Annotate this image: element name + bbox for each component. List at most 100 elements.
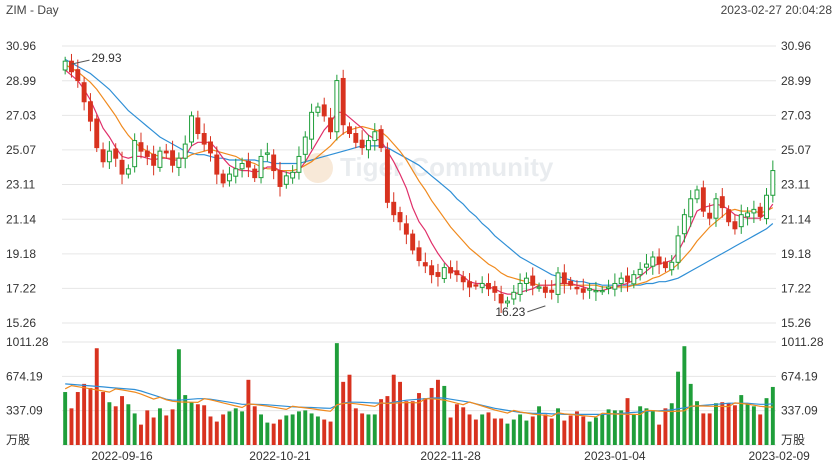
candle-body <box>220 173 226 184</box>
candle-body <box>157 150 163 168</box>
candle-body <box>195 117 201 135</box>
volume-bar <box>663 408 668 445</box>
volume-bar <box>543 414 548 445</box>
candle-body <box>106 150 112 163</box>
volume-bar <box>575 411 579 445</box>
candle-body <box>732 221 738 230</box>
volume-bar <box>587 421 592 445</box>
volume-bar <box>157 408 162 445</box>
volume-ma-line-2 <box>64 384 773 418</box>
volume-bar <box>467 414 472 445</box>
candle-body <box>62 60 68 71</box>
candle-body <box>770 170 776 196</box>
candle-body <box>536 286 542 289</box>
candle-body <box>511 291 517 300</box>
high-annotation: 29.93 <box>91 51 121 65</box>
volume-bar <box>669 403 674 445</box>
volume-bar <box>562 420 567 445</box>
price-tick-left: 17.22 <box>6 281 36 295</box>
candle-body <box>391 201 397 216</box>
candle-body <box>631 274 637 285</box>
candle-body <box>662 261 668 269</box>
candle-body <box>479 282 485 288</box>
volume-bar <box>290 414 295 445</box>
price-tick-left: 15.26 <box>6 316 36 330</box>
volume-bar <box>120 396 124 445</box>
volume-bar <box>480 414 485 445</box>
candle-body <box>283 175 289 185</box>
volume-bar <box>202 405 207 445</box>
candle-body <box>568 280 574 286</box>
volume-bar <box>341 381 346 445</box>
volume-bars <box>63 343 775 445</box>
candle-body <box>644 263 649 268</box>
volume-bar <box>303 410 308 445</box>
candle-body <box>416 247 422 262</box>
volume-bar <box>606 409 611 445</box>
volume-bar <box>764 398 769 445</box>
annotation-leader <box>71 59 90 65</box>
date-tick: 2022-10-21 <box>249 449 311 463</box>
candle-body <box>201 133 207 145</box>
candle-body <box>138 142 144 152</box>
candle-body <box>359 139 365 149</box>
candle-body <box>637 268 643 276</box>
candle-body <box>100 149 106 163</box>
volume-bar <box>246 379 251 445</box>
candle-body <box>738 214 744 228</box>
candle-body <box>745 212 751 218</box>
candle-body <box>397 212 403 223</box>
volume-bar <box>278 419 282 445</box>
watermark: Tiger Community <box>303 152 554 183</box>
volume-bar <box>751 406 756 445</box>
volume-bar <box>69 408 74 445</box>
volume-bar <box>107 402 112 445</box>
volume-bar <box>145 410 150 445</box>
volume-bar <box>745 404 750 445</box>
volume-bar <box>524 420 529 445</box>
volume-bar <box>139 424 143 445</box>
volume-bar <box>164 415 169 445</box>
candle-body <box>726 209 732 223</box>
volume-bar <box>423 398 428 445</box>
candle-body <box>378 129 384 149</box>
candle-body <box>384 149 390 203</box>
volume-bar <box>726 403 731 445</box>
volume-bar <box>284 415 289 445</box>
volume-tick-right: 337.09 <box>781 404 818 418</box>
candle-body <box>574 286 580 290</box>
volume-bar <box>511 419 516 445</box>
volume-bar <box>518 414 523 445</box>
price-tick-right: 21.14 <box>781 212 811 226</box>
candle-body <box>151 153 157 166</box>
candle-body <box>365 140 371 151</box>
volume-bar <box>132 413 137 445</box>
candle-body <box>296 155 302 173</box>
volume-bar <box>631 414 636 445</box>
candle-body <box>321 104 327 117</box>
volume-bar <box>454 404 459 445</box>
candle-body <box>75 69 81 82</box>
price-tick-left: 28.99 <box>6 74 36 88</box>
volume-tick-left: 337.09 <box>6 404 43 418</box>
candle-body <box>523 277 529 284</box>
date-tick: 2023-02-09 <box>748 449 810 463</box>
candle-body <box>271 154 277 172</box>
date-tick: 2022-09-16 <box>91 449 153 463</box>
candle-body <box>561 272 567 284</box>
candle-body <box>694 189 700 200</box>
candle-body <box>340 77 346 126</box>
candle-body <box>422 262 428 267</box>
volume-bar <box>322 419 327 445</box>
candle-body <box>454 270 460 276</box>
candle-body <box>460 276 466 283</box>
candle-body <box>113 148 119 159</box>
volume-bar <box>612 410 617 445</box>
volume-average-lines <box>64 383 773 418</box>
candle-body <box>252 168 258 179</box>
candle-body <box>290 171 296 179</box>
candle-body <box>713 198 719 219</box>
candle-body <box>264 152 270 155</box>
volume-bar <box>259 414 263 445</box>
annotation-leader <box>527 305 546 313</box>
